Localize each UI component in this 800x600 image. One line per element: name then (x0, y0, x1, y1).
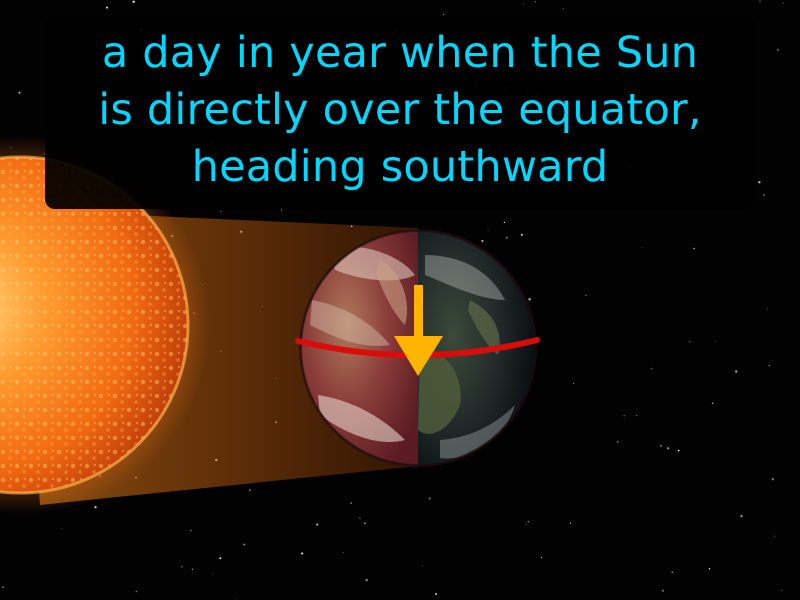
caption-line-1: a day in year when the Sun (101, 28, 699, 78)
star (61, 528, 63, 530)
star (220, 210, 222, 213)
star (364, 522, 366, 525)
star (18, 91, 21, 94)
star (422, 565, 423, 567)
caption-line-3: heading southward (191, 142, 609, 192)
star (781, 589, 783, 591)
star (301, 552, 304, 555)
star (711, 402, 714, 404)
star (650, 367, 653, 370)
caption-line-2: is directly over the equator, (98, 85, 702, 135)
star (616, 440, 619, 443)
star (191, 568, 194, 570)
star (540, 557, 543, 559)
star (316, 523, 319, 526)
star (442, 13, 445, 16)
star (763, 194, 765, 196)
star (708, 568, 711, 570)
star (525, 523, 527, 526)
arrow-down-icon (394, 285, 443, 376)
star (2, 586, 4, 589)
star (740, 515, 743, 518)
star (243, 543, 246, 546)
star (776, 48, 780, 51)
star (235, 598, 237, 600)
star (350, 502, 352, 504)
star (585, 294, 587, 296)
star (481, 239, 484, 243)
star (487, 230, 489, 231)
star (569, 522, 572, 524)
star (735, 370, 738, 373)
star (94, 505, 97, 509)
star (190, 529, 192, 532)
star (759, 0, 761, 2)
star (280, 209, 282, 211)
star (758, 181, 761, 184)
star (689, 341, 691, 343)
star (641, 246, 643, 248)
star (661, 589, 665, 592)
star (563, 8, 565, 10)
star (714, 340, 716, 342)
star (132, 0, 135, 3)
star (503, 221, 506, 224)
star (572, 382, 575, 385)
star (636, 415, 638, 416)
star (428, 497, 431, 500)
star (773, 535, 776, 537)
definition-caption: a day in year when the Sun is directly o… (45, 16, 755, 209)
star (534, 1, 536, 3)
star (359, 517, 361, 520)
star (693, 247, 695, 250)
star (768, 364, 770, 367)
star (435, 593, 438, 595)
star (677, 449, 680, 452)
star (249, 489, 251, 492)
star (520, 233, 523, 236)
star (505, 236, 509, 239)
star (343, 551, 345, 553)
star (219, 557, 222, 560)
star (771, 477, 775, 481)
star (212, 573, 214, 575)
star (527, 521, 529, 523)
star (523, 4, 524, 6)
sun (0, 135, 210, 515)
star (528, 298, 531, 301)
star (623, 415, 625, 417)
star (671, 571, 673, 574)
star (660, 445, 662, 447)
star (767, 308, 769, 310)
star (135, 590, 138, 593)
star (667, 447, 670, 450)
star (365, 579, 368, 582)
star (181, 566, 183, 568)
star (105, 6, 109, 9)
star (782, 2, 784, 4)
